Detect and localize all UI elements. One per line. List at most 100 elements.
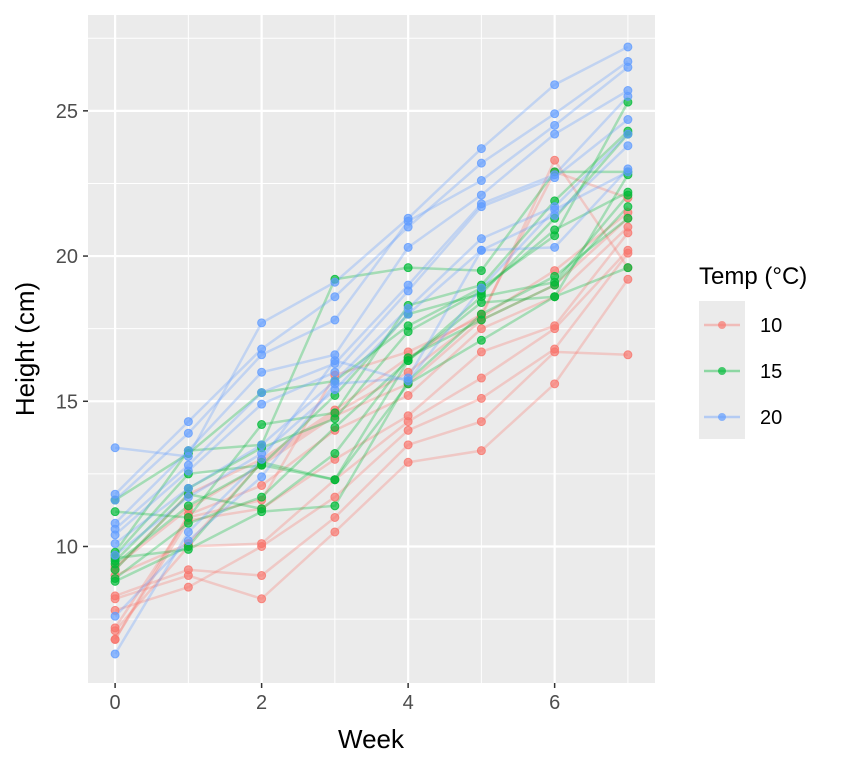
data-point-temp-10 (257, 481, 267, 491)
data-point-temp-15 (330, 414, 340, 424)
data-point-temp-10 (403, 425, 413, 435)
data-point-temp-20 (476, 176, 486, 186)
series-line-temp-15 (115, 130, 629, 519)
series-line-temp-15 (114, 170, 628, 554)
data-point-temp-15 (257, 507, 267, 517)
series-line-temp-15 (114, 205, 629, 571)
data-point-temp-20 (257, 367, 267, 377)
data-point-temp-10 (183, 565, 193, 575)
series-line-temp-15 (114, 217, 629, 560)
data-point-temp-15 (403, 327, 413, 337)
data-point-temp-15 (550, 225, 560, 235)
data-point-temp-20 (476, 144, 486, 154)
data-point-temp-15 (183, 544, 193, 554)
data-point-temp-20 (257, 350, 267, 360)
data-point-temp-20 (330, 292, 340, 302)
data-point-temp-20 (110, 539, 120, 549)
y-tick-label: 15 (56, 391, 78, 413)
series-line-temp-20 (114, 45, 629, 458)
data-point-temp-20 (330, 379, 340, 389)
series-line-temp-20 (114, 89, 629, 525)
data-point-temp-15 (330, 422, 340, 432)
data-point-temp-20 (110, 530, 120, 540)
data-point-temp-20 (110, 550, 120, 560)
data-point-temp-15 (623, 263, 633, 273)
series-line-temp-15 (114, 101, 629, 502)
data-point-temp-20 (257, 399, 267, 409)
data-point-temp-15 (257, 492, 267, 502)
y-axis-label: Height (cm) (10, 282, 40, 416)
data-point-temp-20 (330, 367, 340, 377)
series-line-temp-15 (114, 133, 629, 557)
data-point-temp-20 (403, 242, 413, 252)
data-point-temp-20 (403, 309, 413, 319)
data-point-temp-15 (623, 213, 633, 223)
data-point-temp-10 (330, 492, 340, 502)
data-point-temp-10 (476, 373, 486, 383)
data-point-temp-20 (403, 376, 413, 386)
data-point-temp-10 (550, 321, 560, 331)
x-tick-label: 6 (549, 692, 560, 714)
series-line-temp-10 (114, 217, 629, 568)
x-tick-label: 0 (110, 692, 121, 714)
data-point-temp-10 (110, 634, 120, 644)
x-axis-label: Week (338, 724, 405, 754)
data-point-temp-10 (476, 446, 486, 456)
series-line-temp-10 (114, 232, 629, 641)
legend-label: 15 (760, 361, 782, 383)
data-point-temp-20 (183, 536, 193, 546)
data-point-temp-10 (476, 324, 486, 334)
data-point-temp-20 (550, 173, 560, 183)
data-point-temp-20 (110, 649, 120, 659)
data-point-temp-20 (623, 129, 633, 139)
data-point-temp-15 (403, 356, 413, 366)
data-point-temp-10 (550, 344, 560, 354)
series-line-temp-20 (114, 144, 629, 557)
series-line-temp-10 (114, 170, 629, 571)
data-point-temp-15 (183, 518, 193, 528)
data-point-temp-15 (330, 501, 340, 511)
data-point-temp-10 (330, 512, 340, 522)
data-point-temp-10 (110, 623, 120, 633)
series-line-temp-20 (114, 66, 629, 501)
x-tick-label: 2 (256, 692, 267, 714)
data-point-temp-20 (623, 167, 633, 177)
series-line-temp-20 (114, 95, 629, 531)
series-line-temp-10 (114, 226, 629, 641)
data-point-temp-20 (476, 202, 486, 212)
legend: Temp (°C) 10 15 20 (699, 263, 807, 439)
data-point-temp-20 (257, 318, 267, 328)
series-line-temp-10 (114, 278, 629, 601)
data-point-temp-10 (623, 245, 633, 255)
series-layer (110, 42, 633, 659)
data-point-temp-20 (550, 120, 560, 130)
data-point-temp-20 (183, 446, 193, 456)
data-point-temp-20 (403, 216, 413, 226)
series-line-temp-15 (114, 191, 629, 562)
x-tick-label: 4 (403, 692, 414, 714)
data-point-temp-20 (257, 388, 267, 398)
data-point-temp-20 (623, 42, 633, 52)
series-line-temp-10 (114, 157, 629, 629)
series-line-temp-20 (114, 170, 629, 655)
data-point-temp-15 (110, 559, 120, 569)
data-point-temp-10 (550, 379, 560, 389)
data-point-temp-15 (183, 501, 193, 511)
data-point-temp-20 (476, 158, 486, 168)
data-point-temp-20 (257, 454, 267, 464)
data-point-temp-15 (257, 420, 267, 430)
data-point-temp-20 (110, 611, 120, 621)
data-point-temp-20 (257, 440, 267, 450)
data-point-temp-20 (623, 115, 633, 125)
y-tick-label: 25 (56, 101, 78, 123)
data-point-temp-20 (550, 205, 560, 215)
legend-key-point (718, 413, 726, 421)
series-line-temp-15 (114, 174, 629, 565)
y-tick-label: 20 (56, 246, 78, 268)
data-point-temp-10 (476, 393, 486, 403)
data-point-temp-10 (403, 411, 413, 421)
legend-label: 10 (760, 315, 782, 337)
data-point-temp-20 (623, 141, 633, 151)
data-point-temp-15 (330, 475, 340, 485)
